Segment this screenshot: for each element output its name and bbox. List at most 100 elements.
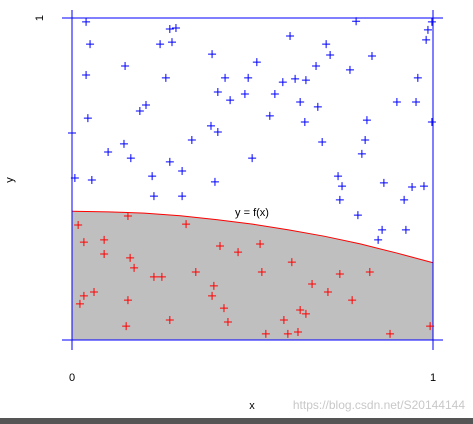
plus-marker bbox=[213, 127, 222, 136]
plus-marker bbox=[261, 329, 270, 338]
y-tick-label: 1 bbox=[34, 15, 46, 21]
plus-marker bbox=[286, 32, 295, 41]
plus-marker bbox=[82, 17, 91, 26]
plus-marker bbox=[149, 192, 158, 201]
plus-marker bbox=[413, 73, 422, 82]
plus-marker bbox=[401, 225, 410, 234]
plus-marker bbox=[223, 317, 232, 326]
plus-marker bbox=[226, 96, 235, 105]
plus-marker bbox=[130, 263, 139, 272]
plus-marker bbox=[291, 74, 300, 83]
watermark: https://blog.csdn.net/S20144144 bbox=[293, 398, 465, 412]
plus-marker bbox=[86, 40, 95, 49]
plus-marker bbox=[171, 23, 180, 32]
plus-marker bbox=[126, 253, 135, 262]
plus-marker bbox=[296, 306, 305, 315]
area-under-curve bbox=[72, 211, 433, 340]
plus-marker bbox=[256, 240, 265, 249]
plus-marker bbox=[318, 137, 327, 146]
plus-marker bbox=[278, 78, 287, 87]
plus-marker bbox=[322, 40, 331, 49]
plus-marker bbox=[219, 304, 228, 313]
x-tick-label: 0 bbox=[69, 372, 75, 384]
plus-marker bbox=[126, 154, 135, 163]
curve-annotation: y = f(x) bbox=[235, 207, 269, 219]
plus-marker bbox=[300, 118, 309, 127]
plus-marker bbox=[301, 309, 310, 318]
plus-marker bbox=[209, 281, 218, 290]
plus-marker bbox=[148, 172, 157, 181]
plus-marker bbox=[100, 250, 109, 259]
plus-marker bbox=[357, 149, 366, 158]
plus-marker bbox=[301, 76, 310, 85]
plus-marker bbox=[142, 100, 151, 109]
plus-marker bbox=[165, 24, 174, 33]
plus-marker bbox=[427, 118, 436, 127]
plus-marker bbox=[427, 17, 436, 26]
plus-marker bbox=[178, 192, 187, 201]
plus-marker bbox=[412, 98, 421, 107]
plus-marker bbox=[79, 238, 88, 247]
plus-marker bbox=[313, 102, 322, 111]
plus-marker bbox=[287, 258, 296, 267]
plus-marker bbox=[161, 73, 170, 82]
plus-marker bbox=[121, 61, 130, 70]
plus-marker bbox=[270, 89, 279, 98]
plus-marker bbox=[240, 89, 249, 98]
plus-marker bbox=[244, 73, 253, 82]
plus-marker bbox=[187, 136, 196, 145]
plus-marker bbox=[208, 291, 217, 300]
plus-marker bbox=[257, 268, 266, 277]
plus-marker bbox=[100, 235, 109, 244]
plus-marker bbox=[157, 272, 166, 281]
y-axis-label: y bbox=[4, 177, 16, 183]
plus-marker bbox=[74, 221, 83, 230]
plus-marker bbox=[252, 58, 261, 67]
plus-marker bbox=[135, 107, 144, 116]
plus-marker bbox=[213, 88, 222, 97]
x-axis-label: x bbox=[249, 400, 255, 412]
plus-marker bbox=[68, 128, 76, 137]
plus-marker bbox=[386, 329, 395, 338]
plus-marker bbox=[123, 212, 132, 221]
plus-marker bbox=[335, 195, 344, 204]
plus-marker bbox=[104, 147, 113, 156]
plus-marker bbox=[87, 175, 96, 184]
plus-marker bbox=[312, 61, 321, 70]
plus-marker bbox=[392, 98, 401, 107]
plus-marker bbox=[345, 65, 354, 74]
plus-marker bbox=[367, 51, 376, 60]
plus-marker bbox=[279, 316, 288, 325]
plus-marker bbox=[123, 296, 132, 305]
plus-marker bbox=[365, 268, 374, 277]
plus-marker bbox=[326, 51, 335, 60]
plus-marker bbox=[234, 248, 243, 257]
plus-marker bbox=[323, 288, 332, 297]
x-tick-label: 1 bbox=[430, 372, 436, 384]
plus-marker bbox=[149, 272, 158, 281]
plus-marker bbox=[70, 174, 79, 183]
plus-marker bbox=[210, 177, 219, 186]
plus-marker bbox=[353, 211, 362, 220]
plus-marker bbox=[422, 35, 431, 44]
plus-marker bbox=[334, 172, 343, 181]
plus-marker bbox=[348, 296, 357, 305]
plus-marker bbox=[379, 178, 388, 187]
plus-marker bbox=[167, 38, 176, 47]
plus-marker bbox=[408, 183, 417, 192]
plus-marker bbox=[165, 157, 174, 166]
plus-marker bbox=[419, 182, 428, 191]
plus-marker bbox=[426, 322, 435, 331]
plus-marker bbox=[122, 322, 131, 331]
plus-marker bbox=[374, 235, 383, 244]
plus-marker bbox=[82, 70, 91, 79]
plus-marker bbox=[216, 241, 225, 250]
plus-marker bbox=[352, 17, 361, 26]
window-edge bbox=[0, 418, 473, 424]
plus-marker bbox=[400, 195, 409, 204]
plus-marker bbox=[265, 111, 274, 120]
plus-marker bbox=[293, 327, 302, 336]
plus-marker bbox=[248, 154, 257, 163]
plus-marker bbox=[206, 121, 215, 130]
